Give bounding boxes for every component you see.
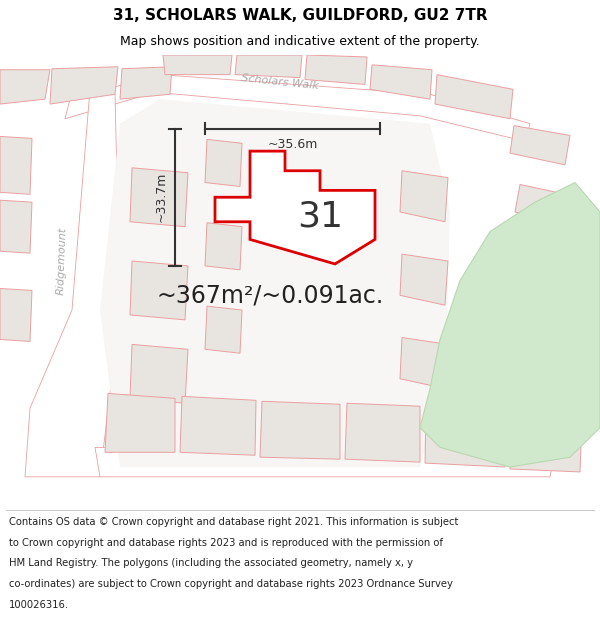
Polygon shape (510, 126, 570, 165)
Polygon shape (65, 74, 530, 141)
Polygon shape (400, 171, 448, 222)
Polygon shape (420, 182, 600, 467)
Polygon shape (0, 289, 32, 341)
Polygon shape (130, 344, 188, 403)
Polygon shape (0, 200, 32, 253)
Polygon shape (95, 448, 555, 477)
Text: Scholars Walk: Scholars Walk (241, 73, 319, 91)
Polygon shape (500, 256, 565, 300)
Text: ~35.6m: ~35.6m (268, 138, 317, 151)
Polygon shape (430, 354, 505, 418)
Polygon shape (305, 55, 367, 84)
Text: ~33.7m: ~33.7m (155, 172, 167, 222)
Polygon shape (120, 67, 172, 99)
Polygon shape (425, 408, 506, 467)
Polygon shape (205, 222, 242, 270)
Polygon shape (235, 55, 302, 78)
Polygon shape (510, 413, 582, 472)
Text: Map shows position and indicative extent of the property.: Map shows position and indicative extent… (120, 35, 480, 48)
Polygon shape (130, 261, 188, 320)
Polygon shape (163, 55, 232, 74)
Polygon shape (205, 139, 242, 186)
Polygon shape (0, 70, 50, 104)
Text: to Crown copyright and database rights 2023 and is reproduced with the permissio: to Crown copyright and database rights 2… (9, 538, 443, 548)
Polygon shape (260, 401, 340, 459)
Polygon shape (130, 168, 188, 227)
Polygon shape (370, 65, 432, 99)
Text: co-ordinates) are subject to Crown copyright and database rights 2023 Ordnance S: co-ordinates) are subject to Crown copyr… (9, 579, 453, 589)
Text: Ridgemount: Ridgemount (56, 227, 68, 295)
Polygon shape (490, 329, 560, 377)
Polygon shape (25, 89, 120, 477)
Polygon shape (0, 136, 32, 194)
Polygon shape (180, 396, 256, 455)
Polygon shape (100, 99, 450, 467)
Polygon shape (105, 394, 175, 452)
Polygon shape (345, 403, 420, 462)
Polygon shape (215, 151, 375, 264)
Text: 31, SCHOLARS WALK, GUILDFORD, GU2 7TR: 31, SCHOLARS WALK, GUILDFORD, GU2 7TR (113, 8, 487, 23)
Polygon shape (205, 306, 242, 353)
Polygon shape (515, 184, 580, 227)
Polygon shape (475, 396, 545, 442)
Text: Contains OS data © Crown copyright and database right 2021. This information is : Contains OS data © Crown copyright and d… (9, 517, 458, 527)
Polygon shape (400, 338, 448, 389)
Polygon shape (435, 74, 513, 119)
Text: 31: 31 (297, 200, 343, 234)
Text: HM Land Registry. The polygons (including the associated geometry, namely x, y: HM Land Registry. The polygons (includin… (9, 559, 413, 569)
Polygon shape (50, 67, 118, 104)
Polygon shape (400, 254, 448, 305)
Text: ~367m²/~0.091ac.: ~367m²/~0.091ac. (157, 283, 383, 308)
Text: 100026316.: 100026316. (9, 600, 69, 610)
